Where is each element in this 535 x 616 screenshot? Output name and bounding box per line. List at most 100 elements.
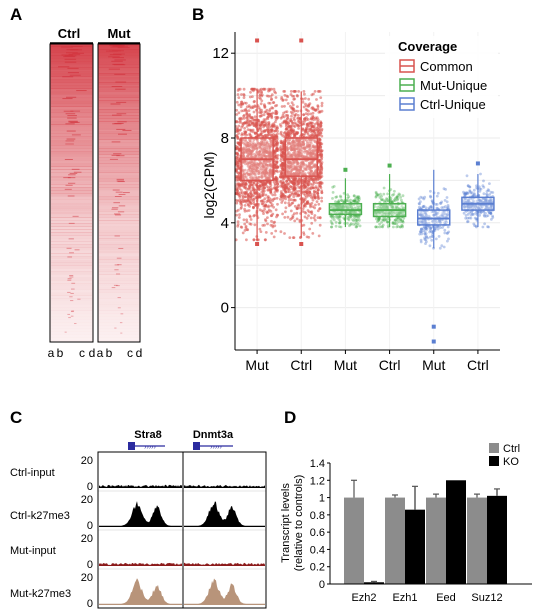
jitter-point (238, 198, 241, 202)
jitter-point (290, 114, 293, 118)
jitter-point (253, 142, 257, 146)
jitter-point (246, 192, 250, 196)
jitter-point (379, 192, 382, 196)
track-name: Ctrl-k27me3 (10, 510, 70, 522)
jitter-point (271, 101, 275, 104)
jitter-point (271, 203, 274, 207)
jitter-point (279, 193, 283, 197)
jitter-point (274, 104, 277, 108)
jitter-point (243, 204, 247, 207)
track-ymax: 20 (81, 494, 93, 506)
jitter-point (255, 147, 259, 150)
jitter-point (239, 207, 243, 210)
jitter-point (340, 198, 343, 202)
heatmap-mut-label-a: a (97, 346, 104, 360)
jitter-point (487, 225, 490, 229)
jitter-point (482, 210, 486, 214)
legend-label: KO (503, 456, 519, 468)
jitter-point (260, 108, 263, 112)
box-outlier (431, 339, 436, 344)
panel-b-label: B (192, 5, 204, 24)
jitter-point (399, 196, 402, 199)
jitter-point (293, 134, 297, 138)
jitter-point (258, 111, 261, 114)
jitter-point (283, 216, 287, 219)
jitter-point (262, 159, 266, 163)
jitter-point (481, 225, 485, 229)
bar-ctrl (426, 497, 446, 584)
bar-chart-bars (344, 479, 507, 584)
jitter-point (309, 216, 313, 220)
jitter-point (291, 130, 295, 134)
jitter-point (270, 106, 274, 110)
jitter-point (276, 202, 279, 206)
jitter-point (307, 235, 311, 239)
jitter-point (252, 181, 256, 185)
bar-chart-y-axis-label: Transcript levels (relative to controls) (280, 475, 305, 572)
jitter-point (252, 110, 256, 114)
jitter-point (311, 198, 315, 202)
jitter-point (247, 121, 251, 124)
x-tick-label: Mut (334, 357, 357, 373)
jitter-point (271, 125, 275, 128)
jitter-point (275, 169, 279, 173)
jitter-point (249, 163, 253, 167)
jitter-point (430, 238, 434, 242)
box-iqr (417, 209, 451, 226)
jitter-point (317, 110, 321, 114)
jitter-point (265, 171, 269, 175)
jitter-point (393, 199, 397, 203)
bar-ctrl (467, 497, 487, 584)
jitter-point (435, 194, 439, 198)
jitter-point (294, 141, 298, 145)
jitter-point (313, 214, 317, 217)
jitter-point (244, 175, 248, 179)
jitter-point (245, 218, 249, 222)
jitter-point (236, 126, 240, 130)
jitter-point (353, 200, 356, 203)
jitter-point (401, 219, 405, 223)
jitter-point (307, 181, 310, 185)
jitter-point (275, 186, 278, 190)
jitter-point (246, 144, 250, 148)
jitter-point (302, 231, 305, 235)
jitter-point (317, 174, 321, 178)
jitter-point (423, 237, 427, 241)
jitter-point (247, 109, 251, 112)
jitter-point (266, 127, 270, 131)
jitter-point (236, 186, 240, 190)
jitter-point (236, 136, 240, 140)
jitter-point (240, 100, 244, 104)
jitter-point (386, 192, 389, 196)
jitter-point (301, 120, 305, 124)
jitter-point (245, 119, 249, 122)
jitter-point (311, 149, 315, 153)
jitter-point (268, 109, 271, 113)
jitter-point (376, 219, 380, 222)
legend-label: Common (420, 59, 473, 74)
jitter-point (276, 129, 279, 133)
heatmap-mut-label-c: c (127, 346, 133, 360)
panel-a-label: A (10, 5, 22, 24)
jitter-point (316, 118, 320, 122)
jitter-point (309, 112, 313, 116)
jitter-point (279, 230, 283, 234)
jitter-point (274, 120, 277, 124)
jitter-point (293, 90, 296, 93)
jitter-point (272, 235, 276, 239)
jitter-point (279, 141, 283, 145)
jitter-point (329, 219, 333, 223)
jitter-point (253, 105, 257, 108)
jitter-point (308, 227, 312, 231)
jitter-point (262, 120, 266, 124)
heatmap-mut-label-b: b (106, 346, 113, 360)
gene-stra8-strand-arrows: ››››› (144, 444, 156, 451)
jitter-point (339, 225, 343, 229)
jitter-point (318, 137, 322, 141)
jitter-point (393, 222, 397, 225)
jitter-point (291, 103, 295, 107)
bar-ctrl (344, 497, 364, 584)
jitter-point (297, 189, 301, 193)
jitter-point (316, 209, 320, 213)
jitter-point (284, 124, 288, 128)
